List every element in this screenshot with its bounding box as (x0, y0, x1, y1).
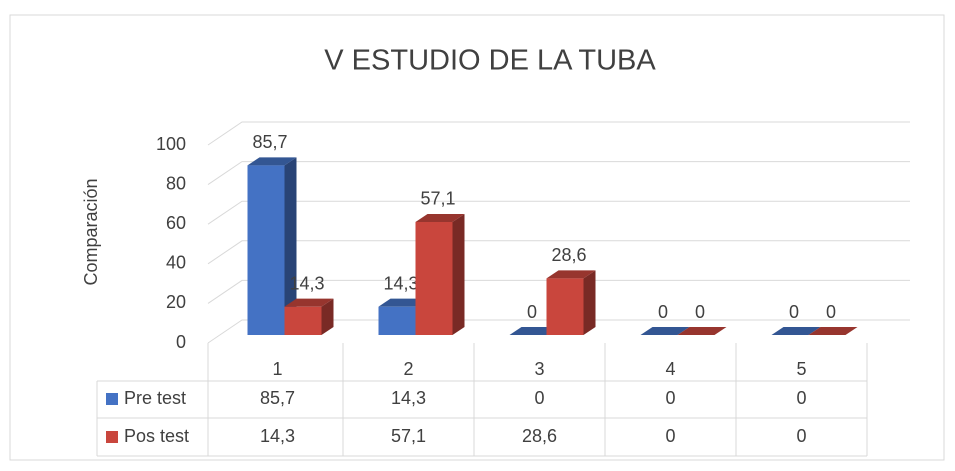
grid-line (207, 240, 910, 265)
bar-side (321, 298, 334, 335)
bar-top (509, 327, 559, 335)
data-label: 0 (789, 302, 799, 322)
data-label: 57,1 (420, 189, 455, 209)
grid-line (207, 279, 910, 304)
bar (284, 306, 322, 335)
legend-swatch (106, 393, 118, 405)
table-cell: 0 (665, 388, 675, 408)
bar-top (546, 270, 596, 279)
y-tick-label: 100 (156, 134, 186, 154)
x-tick-label: 5 (796, 359, 806, 379)
table-cell: 0 (796, 426, 806, 446)
data-label: 14,3 (289, 273, 324, 293)
bar-top (771, 327, 821, 335)
grid-line (207, 121, 910, 146)
chart-border (9, 14, 945, 461)
bar-side (284, 157, 297, 335)
bar-top (247, 157, 297, 166)
data-label: 0 (695, 302, 705, 322)
x-tick-label: 3 (534, 359, 544, 379)
y-tick-label: 40 (166, 253, 186, 273)
y-tick-label: 60 (166, 213, 186, 233)
x-tick-label: 1 (272, 359, 282, 379)
legend-label: Pre test (124, 388, 186, 408)
bar-top (640, 327, 690, 335)
bar-top (415, 213, 465, 222)
bar-side (583, 270, 596, 335)
bar-top (808, 327, 858, 335)
x-tick-label: 2 (403, 359, 413, 379)
data-label: 28,6 (551, 245, 586, 265)
bar (378, 306, 416, 335)
chart-title: V ESTUDIO DE LA TUBA (324, 45, 656, 77)
bar (546, 278, 584, 335)
data-label: 85,7 (252, 132, 287, 152)
bar (247, 165, 285, 335)
bar-top (284, 298, 334, 307)
legend-label: Pos test (124, 426, 189, 446)
table-cell: 0 (665, 426, 675, 446)
table-cell: 14,3 (260, 426, 295, 446)
data-label: 0 (527, 302, 537, 322)
table-cell: 14,3 (391, 388, 426, 408)
grid-line (207, 161, 910, 186)
table-cell: 28,6 (522, 426, 557, 446)
bar-top (677, 327, 727, 335)
table-cell: 0 (534, 388, 544, 408)
grid-line (207, 319, 910, 344)
grid-line (207, 200, 910, 225)
bar-top (378, 298, 428, 307)
x-tick-label: 4 (665, 359, 675, 379)
table-cell: 57,1 (391, 426, 426, 446)
table-cell: 85,7 (260, 388, 295, 408)
y-tick-label: 0 (176, 332, 186, 352)
table-cell: 0 (796, 388, 806, 408)
y-tick-label: 20 (166, 292, 186, 312)
data-label: 0 (658, 302, 668, 322)
y-tick-label: 80 (166, 173, 186, 193)
legend-swatch (106, 431, 118, 443)
bar-side (452, 213, 465, 335)
bar (415, 221, 453, 335)
data-label: 0 (826, 302, 836, 322)
y-axis-label: Comparación (81, 178, 101, 285)
data-label: 14,3 (383, 273, 418, 293)
